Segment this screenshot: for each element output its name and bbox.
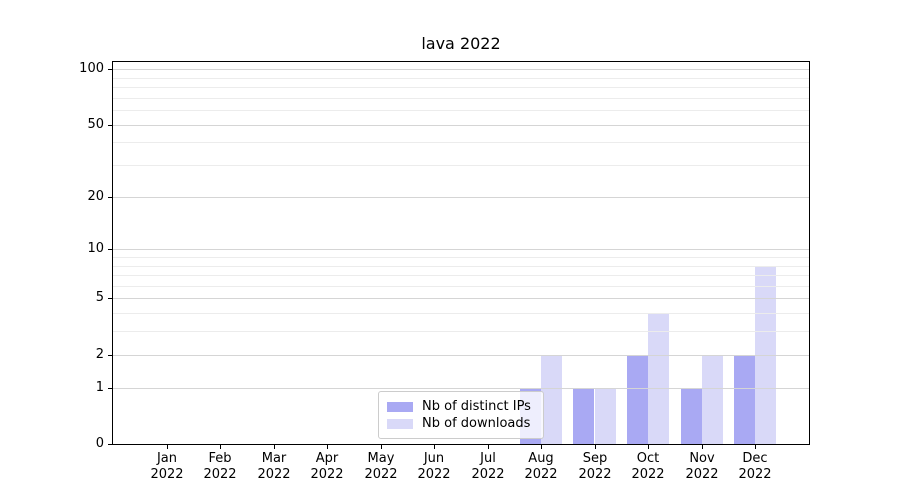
major-gridline (113, 69, 809, 70)
legend-swatch-distinct-ips (387, 401, 413, 412)
x-tick-mark (702, 445, 703, 449)
bars-layer (113, 62, 809, 444)
x-tick-mark (434, 445, 435, 449)
minor-gridline (113, 98, 809, 99)
major-gridline (113, 125, 809, 126)
major-gridline (113, 298, 809, 299)
y-tick-mark (108, 69, 112, 70)
legend-label-downloads: Nb of downloads (422, 416, 531, 431)
minor-gridline (113, 142, 809, 143)
x-axis-tick-label: Jul 2022 (471, 451, 505, 482)
y-axis-tick-label: 0 (95, 436, 104, 451)
x-tick-mark (488, 445, 489, 449)
x-tick-mark (220, 445, 221, 449)
x-axis-tick-label: Mar 2022 (257, 451, 291, 482)
y-tick-mark (108, 197, 112, 198)
minor-gridline (113, 165, 809, 166)
bar-downloads-sep (595, 388, 616, 444)
y-axis-tick-label: 100 (79, 61, 104, 76)
x-axis-tick-label: Jan 2022 (150, 451, 184, 482)
bottom-spine (112, 444, 810, 445)
minor-gridline (113, 87, 809, 88)
x-axis-tick-label: Apr 2022 (310, 451, 344, 482)
y-tick-mark (108, 249, 112, 250)
y-tick-mark (108, 388, 112, 389)
bar-downloads-oct (648, 313, 669, 444)
legend-entry-distinct-ips: Nb of distinct IPs (387, 398, 535, 415)
y-axis-tick-label: 10 (87, 241, 104, 256)
x-tick-mark (755, 445, 756, 449)
y-axis-tick-label: 50 (87, 117, 104, 132)
major-gridline (113, 197, 809, 198)
y-axis-tick-label: 2 (95, 347, 104, 362)
minor-gridline (113, 266, 809, 267)
x-axis-tick-label: Oct 2022 (631, 451, 665, 482)
bar-distinct-ips-sep (573, 388, 594, 444)
x-tick-mark (274, 445, 275, 449)
chart-title: lava 2022 (421, 34, 501, 53)
x-axis-tick-label: Jun 2022 (417, 451, 451, 482)
x-tick-mark (595, 445, 596, 449)
x-tick-mark (648, 445, 649, 449)
y-tick-mark (108, 355, 112, 356)
x-tick-mark (381, 445, 382, 449)
left-spine (112, 61, 113, 445)
x-axis-tick-label: Sep 2022 (578, 451, 612, 482)
major-gridline (113, 249, 809, 250)
y-tick-mark (108, 298, 112, 299)
bar-distinct-ips-oct (627, 355, 648, 444)
major-gridline (113, 355, 809, 356)
x-tick-mark (541, 445, 542, 449)
x-tick-mark (327, 445, 328, 449)
y-axis-tick-label: 20 (87, 189, 104, 204)
minor-gridline (113, 78, 809, 79)
y-tick-mark (108, 125, 112, 126)
bar-distinct-ips-dec (734, 355, 755, 444)
minor-gridline (113, 275, 809, 276)
top-spine (112, 61, 810, 62)
bar-downloads-nov (702, 355, 723, 444)
minor-gridline (113, 331, 809, 332)
legend: Nb of distinct IPs Nb of downloads (378, 391, 544, 439)
bar-distinct-ips-nov (681, 388, 702, 444)
right-spine (809, 61, 810, 445)
minor-gridline (113, 313, 809, 314)
legend-entry-downloads: Nb of downloads (387, 415, 535, 432)
minor-gridline (113, 257, 809, 258)
y-axis-tick-label: 5 (95, 290, 104, 305)
plot-area: Nb of distinct IPs Nb of downloads (113, 62, 809, 444)
bar-downloads-aug (541, 355, 562, 444)
x-axis-tick-label: Feb 2022 (203, 451, 237, 482)
y-tick-mark (108, 444, 112, 445)
x-axis-tick-label: Nov 2022 (685, 451, 719, 482)
minor-gridline (113, 286, 809, 287)
x-axis-tick-label: May 2022 (364, 451, 398, 482)
major-gridline (113, 388, 809, 389)
minor-gridline (113, 110, 809, 111)
y-axis-tick-label: 1 (95, 380, 104, 395)
x-tick-mark (167, 445, 168, 449)
legend-swatch-downloads (387, 418, 413, 429)
grid-layer (113, 62, 809, 444)
legend-label-distinct-ips: Nb of distinct IPs (422, 399, 531, 414)
x-axis-tick-label: Dec 2022 (738, 451, 772, 482)
x-axis-tick-label: Aug 2022 (524, 451, 558, 482)
